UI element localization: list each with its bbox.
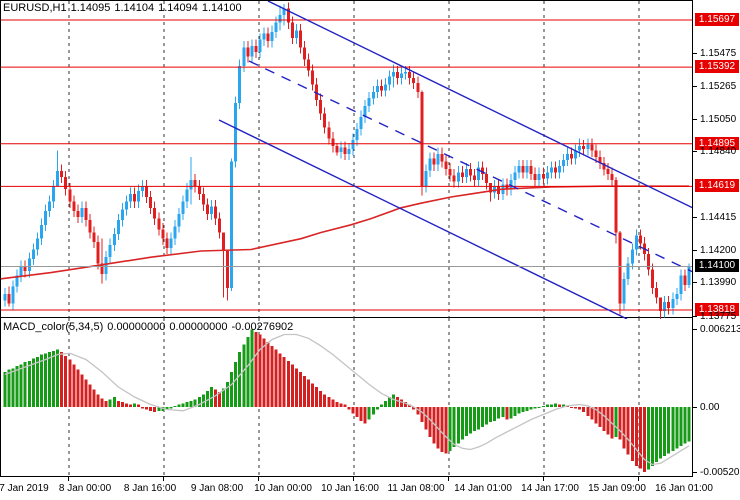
- ohlc-high: 1.14104: [114, 2, 155, 14]
- price-chart-canvas: [1, 1, 693, 319]
- date-label: 7 Jan 2019: [0, 483, 49, 494]
- candles-layer: [3, 8, 691, 312]
- price-axis-tick: [693, 119, 697, 120]
- ohlc-close: 1.14100: [201, 2, 242, 14]
- time-axis-tick: [448, 477, 449, 481]
- level-price-label: 1.15392: [695, 60, 739, 73]
- price-axis-label: 1.13775: [700, 311, 737, 322]
- main-price-panel[interactable]: [0, 0, 693, 319]
- macd-histogram-layer: [3, 329, 691, 472]
- price-axis-label: 1.14200: [700, 245, 737, 256]
- symbol-period-label: EURUSD,H1: [3, 2, 67, 14]
- date-label: 14 Jan 17:00: [521, 483, 579, 494]
- price-axis-tick: [693, 151, 697, 152]
- moving-average-line[interactable]: [1, 185, 689, 280]
- macd-axis-label: 0.00: [700, 402, 720, 413]
- time-axis[interactable]: 7 Jan 2019 8 Jan 00:00 8 Jan 16:00 9 Jan 08…: [0, 477, 740, 500]
- current-price-label: 1.14100: [695, 259, 739, 272]
- macd-axis-tick: [693, 407, 697, 408]
- date-label: 11 Jan 08:00: [387, 483, 445, 494]
- macd-value-main: 0.00000000: [107, 321, 166, 333]
- price-axis-tick: [693, 53, 697, 54]
- macd-indicator-panel[interactable]: [0, 318, 692, 477]
- price-axis-tick: [693, 250, 697, 251]
- time-axis-tick: [258, 477, 259, 481]
- lower-channel-line[interactable]: [218, 119, 628, 319]
- ohlc-low: 1.14094: [158, 2, 198, 14]
- date-label: 8 Jan 16:00: [123, 483, 177, 494]
- mid-channel-dashed-line[interactable]: [248, 60, 693, 273]
- price-axis-label: 1.14415: [700, 212, 737, 223]
- price-axis-label: 1.13990: [700, 277, 737, 288]
- date-label: 10 Jan 00:00: [254, 483, 312, 494]
- date-label: 9 Jan 08:00: [190, 483, 244, 494]
- price-axis[interactable]: 1.15697 1.15475 1.15392 1.15265 1.15050 1.148…: [692, 0, 740, 478]
- date-label: 15 Jan 09:00: [588, 483, 646, 494]
- level-price-label: 1.15697: [695, 13, 739, 26]
- ohlc-open: 1.14095: [70, 2, 111, 14]
- level-price-label: 1.13818: [695, 303, 739, 316]
- macd-axis-label: -0.0052010: [700, 467, 740, 478]
- date-label: 14 Jan 01:00: [454, 483, 512, 494]
- price-axis-label: 1.15050: [700, 114, 737, 125]
- price-axis-tick: [693, 217, 697, 218]
- price-axis-label: 1.15475: [700, 48, 737, 59]
- date-label: 8 Jan 00:00: [58, 483, 112, 494]
- upper-channel-line[interactable]: [267, 1, 693, 209]
- price-axis-tick: [693, 316, 697, 317]
- time-axis-tick: [543, 477, 544, 481]
- macd-value-signal: 0.00000000: [169, 321, 228, 333]
- time-axis-tick: [638, 477, 639, 481]
- macd-indicator-title: MACD_color(5,34,5) 0.00000000 0.00000000 -0…: [3, 321, 297, 333]
- macd-axis-tick: [693, 472, 697, 473]
- price-axis-tick: [693, 86, 697, 87]
- level-price-label: 1.14619: [695, 179, 739, 192]
- time-axis-tick: [68, 477, 69, 481]
- price-axis-label: 1.14840: [700, 146, 737, 157]
- time-axis-tick: [353, 477, 354, 481]
- date-label: 16 Jan 01:00: [655, 483, 713, 494]
- macd-value-hist: -0.00276902: [231, 321, 294, 333]
- price-axis-tick: [693, 282, 697, 283]
- macd-axis-label: 0.0062133: [700, 324, 740, 335]
- price-axis-label: 1.15265: [700, 81, 737, 92]
- macd-axis-tick: [693, 329, 697, 330]
- macd-signal-line: [4, 333, 690, 466]
- macd-name: MACD_color(5,34,5): [3, 321, 104, 333]
- macd-chart-canvas: [3, 318, 691, 477]
- level-price-label: 1.14895: [695, 137, 739, 150]
- date-label: 10 Jan 16:00: [321, 483, 379, 494]
- time-axis-tick: [163, 477, 164, 481]
- chart-title: EURUSD,H1 1.14095 1.14104 1.14094 1.14100: [3, 2, 246, 14]
